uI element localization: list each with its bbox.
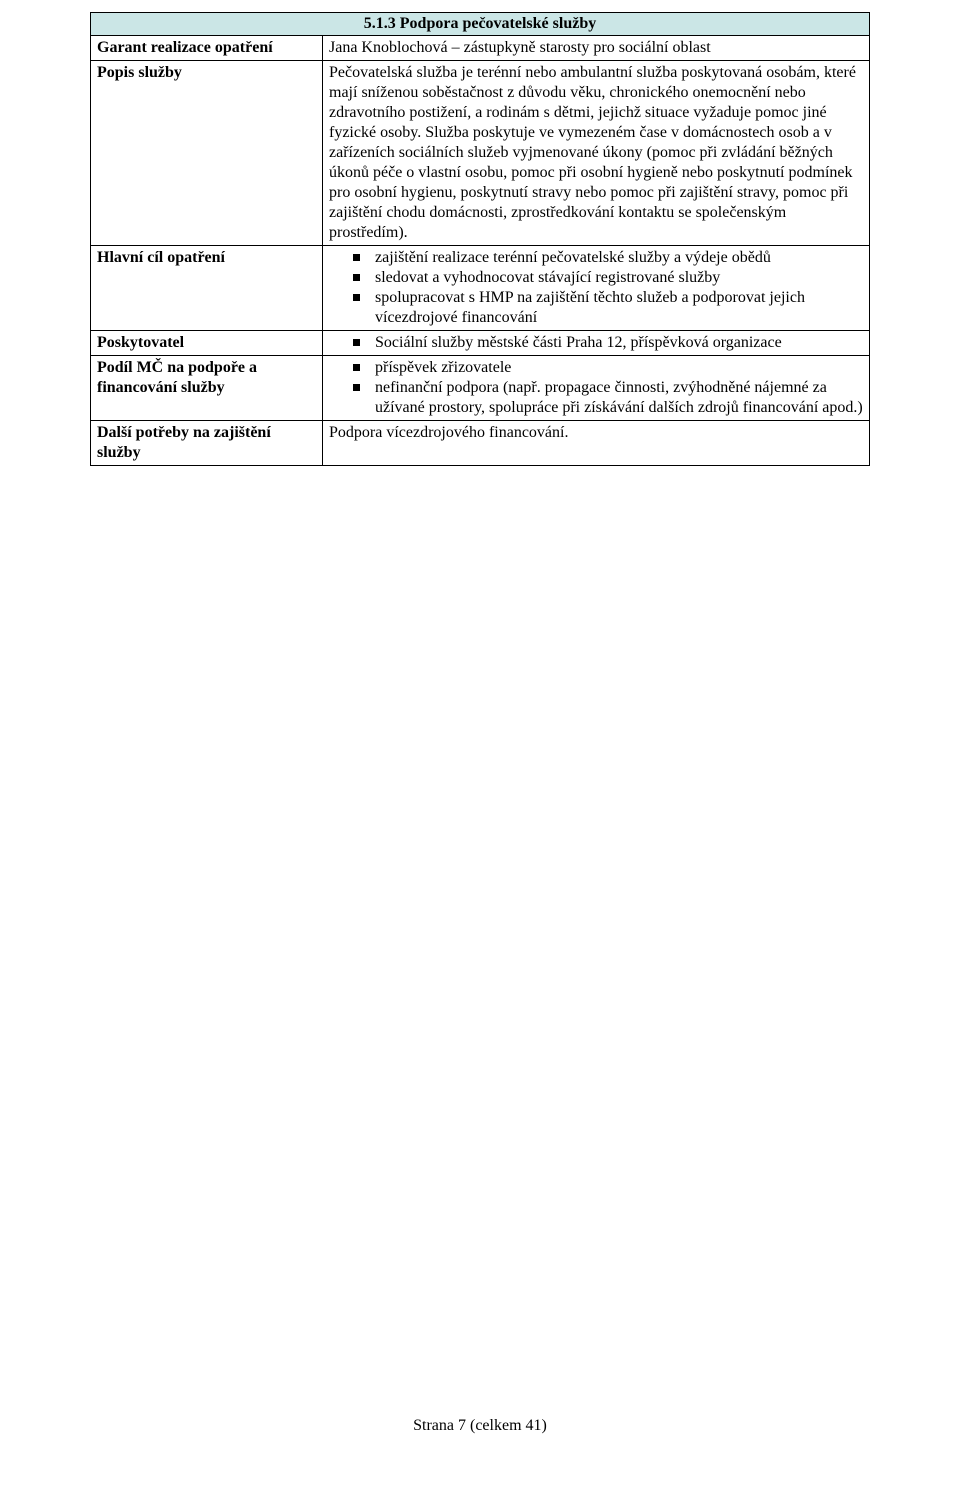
row-value-dalsi: Podpora vícezdrojového financování. bbox=[323, 421, 870, 466]
row-label-podil: Podíl MČ na podpoře a financování služby bbox=[91, 356, 323, 421]
list-item: Sociální služby městské části Praha 12, … bbox=[375, 333, 863, 353]
row-label-poskytovatel: Poskytovatel bbox=[91, 331, 323, 356]
row-value-poskytovatel: Sociální služby městské části Praha 12, … bbox=[323, 331, 870, 356]
row-value-hlavni-cil: zajištění realizace terénní pečovatelské… bbox=[323, 246, 870, 331]
table-header: 5.1.3 Podpora pečovatelské služby bbox=[91, 13, 870, 36]
bullet-list: zajištění realizace terénní pečovatelské… bbox=[329, 248, 863, 328]
list-item: nefinanční podpora (např. propagace činn… bbox=[375, 378, 863, 418]
page-footer: Strana 7 (celkem 41) bbox=[0, 1417, 960, 1435]
row-value-podil: příspěvek zřizovatele nefinanční podpora… bbox=[323, 356, 870, 421]
table-row: Garant realizace opatření Jana Knoblocho… bbox=[91, 36, 870, 61]
list-item: zajištění realizace terénní pečovatelské… bbox=[375, 248, 863, 268]
bullet-list: příspěvek zřizovatele nefinanční podpora… bbox=[329, 358, 863, 418]
list-item: spolupracovat s HMP na zajištění těchto … bbox=[375, 288, 863, 328]
row-label-dalsi: Další potřeby na zajištění služby bbox=[91, 421, 323, 466]
table-row: Popis služby Pečovatelská služba je teré… bbox=[91, 61, 870, 246]
row-label-garant: Garant realizace opatření bbox=[91, 36, 323, 61]
row-value-popis: Pečovatelská služba je terénní nebo ambu… bbox=[323, 61, 870, 246]
bullet-list: Sociální služby městské části Praha 12, … bbox=[329, 333, 863, 353]
row-label-popis: Popis služby bbox=[91, 61, 323, 246]
row-value-garant: Jana Knoblochová – zástupkyně starosty p… bbox=[323, 36, 870, 61]
table-row: Poskytovatel Sociální služby městské čás… bbox=[91, 331, 870, 356]
list-item: sledovat a vyhodnocovat stávající regist… bbox=[375, 268, 863, 288]
table-row: Podíl MČ na podpoře a financování služby… bbox=[91, 356, 870, 421]
service-table: 5.1.3 Podpora pečovatelské služby Garant… bbox=[90, 12, 870, 466]
list-item: příspěvek zřizovatele bbox=[375, 358, 863, 378]
page-container: 5.1.3 Podpora pečovatelské služby Garant… bbox=[0, 0, 960, 1485]
row-label-hlavni-cil: Hlavní cíl opatření bbox=[91, 246, 323, 331]
table-row: Další potřeby na zajištění služby Podpor… bbox=[91, 421, 870, 466]
table-row: Hlavní cíl opatření zajištění realizace … bbox=[91, 246, 870, 331]
